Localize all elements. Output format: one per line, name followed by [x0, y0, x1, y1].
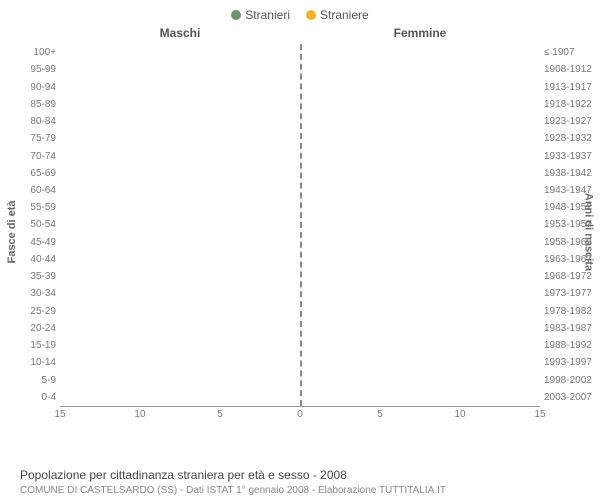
age-label: 25-29	[22, 306, 56, 317]
birth-label: 1933-1937	[544, 151, 598, 162]
chart-row: 65-691938-1942	[60, 165, 540, 182]
birth-label: 1928-1932	[544, 133, 598, 144]
chart-row: 90-941913-1917	[60, 78, 540, 95]
x-axis: 15105051015	[60, 406, 540, 426]
chart-row: 40-441963-1967	[60, 251, 540, 268]
age-label: 60-64	[22, 185, 56, 196]
chart-row: 20-241983-1987	[60, 320, 540, 337]
legend-item-male: Stranieri	[231, 8, 290, 22]
x-tick: 15	[54, 409, 65, 420]
birth-label: 1958-1962	[544, 237, 598, 248]
birth-label: 1993-1997	[544, 357, 598, 368]
chart-row: 60-641943-1947	[60, 182, 540, 199]
birth-label: 1953-1957	[544, 219, 598, 230]
age-label: 100+	[22, 47, 56, 58]
age-label: 50-54	[22, 219, 56, 230]
birth-label: 1918-1922	[544, 99, 598, 110]
age-label: 80-84	[22, 116, 56, 127]
birth-label: 1998-2002	[544, 375, 598, 386]
chart-row: 15-191988-1992	[60, 337, 540, 354]
birth-label: 1978-1982	[544, 306, 598, 317]
chart-row: 75-791928-1932	[60, 130, 540, 147]
legend-swatch-female	[306, 10, 316, 20]
chart-row: 30-341973-1977	[60, 285, 540, 302]
birth-label: 1963-1967	[544, 254, 598, 265]
chart-row: 70-741933-1937	[60, 147, 540, 164]
age-label: 0-4	[22, 392, 56, 403]
column-title-female: Femmine	[300, 26, 540, 40]
chart-row: 95-991908-1912	[60, 61, 540, 78]
x-tick: 5	[377, 409, 383, 420]
age-label: 90-94	[22, 82, 56, 93]
x-tick: 10	[454, 409, 465, 420]
footer-title: Popolazione per cittadinanza straniera p…	[20, 468, 347, 482]
birth-label: 1943-1947	[544, 185, 598, 196]
age-label: 95-99	[22, 64, 56, 75]
chart-row: 50-541953-1957	[60, 216, 540, 233]
birth-label: 1923-1927	[544, 116, 598, 127]
age-label: 85-89	[22, 99, 56, 110]
birth-label: 1948-1952	[544, 202, 598, 213]
chart-row: 10-141993-1997	[60, 354, 540, 371]
chart-row: 25-291978-1982	[60, 303, 540, 320]
age-label: 10-14	[22, 357, 56, 368]
age-label: 5-9	[22, 375, 56, 386]
birth-label: 2003-2007	[544, 392, 598, 403]
chart-row: 45-491958-1962	[60, 234, 540, 251]
footer-subtitle: COMUNE DI CASTELSARDO (SS) - Dati ISTAT …	[20, 485, 446, 496]
x-tick: 5	[217, 409, 223, 420]
age-label: 65-69	[22, 168, 56, 179]
chart-row: 85-891918-1922	[60, 96, 540, 113]
legend-label-male: Stranieri	[245, 8, 290, 22]
column-title-male: Maschi	[60, 26, 300, 40]
chart-row: 35-391968-1972	[60, 268, 540, 285]
chart: Maschi Femmine Fasce di età Anni di nasc…	[60, 26, 540, 426]
age-label: 30-34	[22, 288, 56, 299]
age-label: 45-49	[22, 237, 56, 248]
chart-rows: 100+≤ 190795-991908-191290-941913-191785…	[60, 44, 540, 406]
birth-label: 1983-1987	[544, 323, 598, 334]
age-label: 20-24	[22, 323, 56, 334]
chart-row: 55-591948-1952	[60, 199, 540, 216]
birth-label: ≤ 1907	[544, 47, 598, 58]
age-label: 75-79	[22, 133, 56, 144]
age-label: 35-39	[22, 271, 56, 282]
chart-row: 100+≤ 1907	[60, 44, 540, 61]
column-titles: Maschi Femmine	[60, 26, 540, 40]
chart-row: 80-841923-1927	[60, 113, 540, 130]
x-ticks: 15105051015	[60, 407, 540, 426]
legend: Stranieri Straniere	[0, 0, 600, 26]
birth-label: 1908-1912	[544, 64, 598, 75]
birth-label: 1988-1992	[544, 340, 598, 351]
birth-label: 1968-1972	[544, 271, 598, 282]
chart-row: 5-91998-2002	[60, 371, 540, 388]
age-label: 15-19	[22, 340, 56, 351]
age-label: 55-59	[22, 202, 56, 213]
x-tick: 10	[134, 409, 145, 420]
legend-swatch-male	[231, 10, 241, 20]
birth-label: 1938-1942	[544, 168, 598, 179]
age-label: 70-74	[22, 151, 56, 162]
x-tick: 0	[297, 409, 303, 420]
legend-item-female: Straniere	[306, 8, 369, 22]
chart-row: 0-42003-2007	[60, 389, 540, 406]
birth-label: 1913-1917	[544, 82, 598, 93]
y-axis-left-title: Fasce di età	[6, 201, 18, 264]
x-tick: 15	[534, 409, 545, 420]
age-label: 40-44	[22, 254, 56, 265]
legend-label-female: Straniere	[320, 8, 369, 22]
birth-label: 1973-1977	[544, 288, 598, 299]
